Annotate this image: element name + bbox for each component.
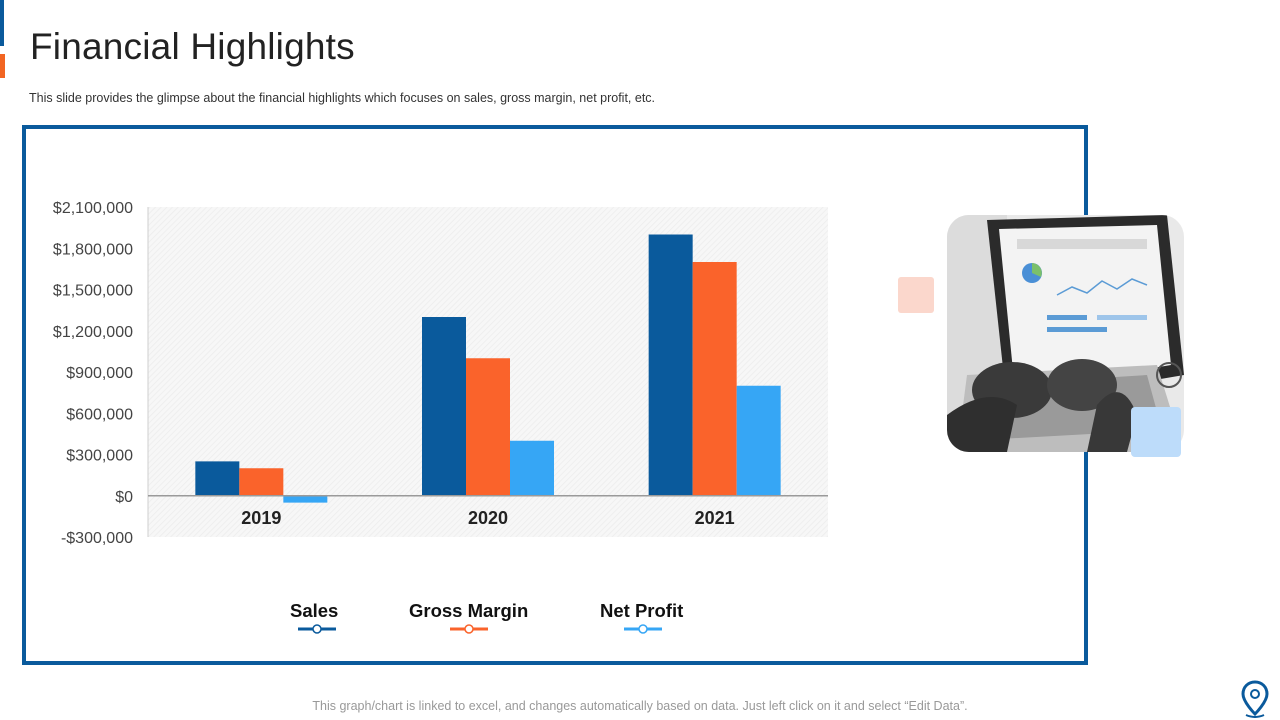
footer-note: This graph/chart is linked to excel, and… [312,699,968,713]
y-tick-label: $0 [115,489,133,506]
decorative-square-peach [898,277,934,313]
y-tick-label: $1,500,000 [53,283,133,300]
decorative-square-lightblue [1131,407,1181,457]
accent-bar-blue [0,0,4,46]
x-tick-label: 2021 [695,508,735,528]
legend-label-net-profit: Net Profit [600,600,684,621]
legend-marker-sales [298,624,336,634]
page-subtitle: This slide provides the glimpse about th… [29,91,656,105]
bar-sales-2019[interactable] [195,461,240,496]
y-tick-label: $600,000 [66,406,133,423]
bar-gross-margin-2019[interactable] [239,468,284,496]
bar-net-profit-2021[interactable] [736,385,781,496]
y-tick-label: $1,800,000 [53,241,133,258]
bar-net-profit-2019[interactable] [283,495,328,503]
bar-gross-margin-2021[interactable] [692,262,737,496]
legend-marker-gross-margin [450,624,488,634]
laptop-photo-icon [947,215,1184,452]
y-tick-label: $900,000 [66,365,133,382]
y-tick-label: $300,000 [66,448,133,465]
accent-bar-orange [0,54,5,78]
x-tick-label: 2020 [468,508,508,528]
legend-label-gross-margin: Gross Margin [409,600,529,621]
bar-sales-2020[interactable] [422,317,466,496]
page-title: Financial Highlights [30,26,355,67]
y-tick-label: -$300,000 [61,530,133,547]
bar-sales-2021[interactable] [648,234,693,496]
bar-gross-margin-2020[interactable] [466,358,510,496]
x-tick-label: 2019 [241,508,281,528]
legend-label-sales: Sales [290,600,339,621]
y-tick-label: $2,100,000 [53,200,133,217]
location-pin-icon [1241,680,1269,718]
y-tick-label: $1,200,000 [53,324,133,341]
legend-marker-net-profit [624,624,662,634]
bar-net-profit-2020[interactable] [510,440,554,496]
